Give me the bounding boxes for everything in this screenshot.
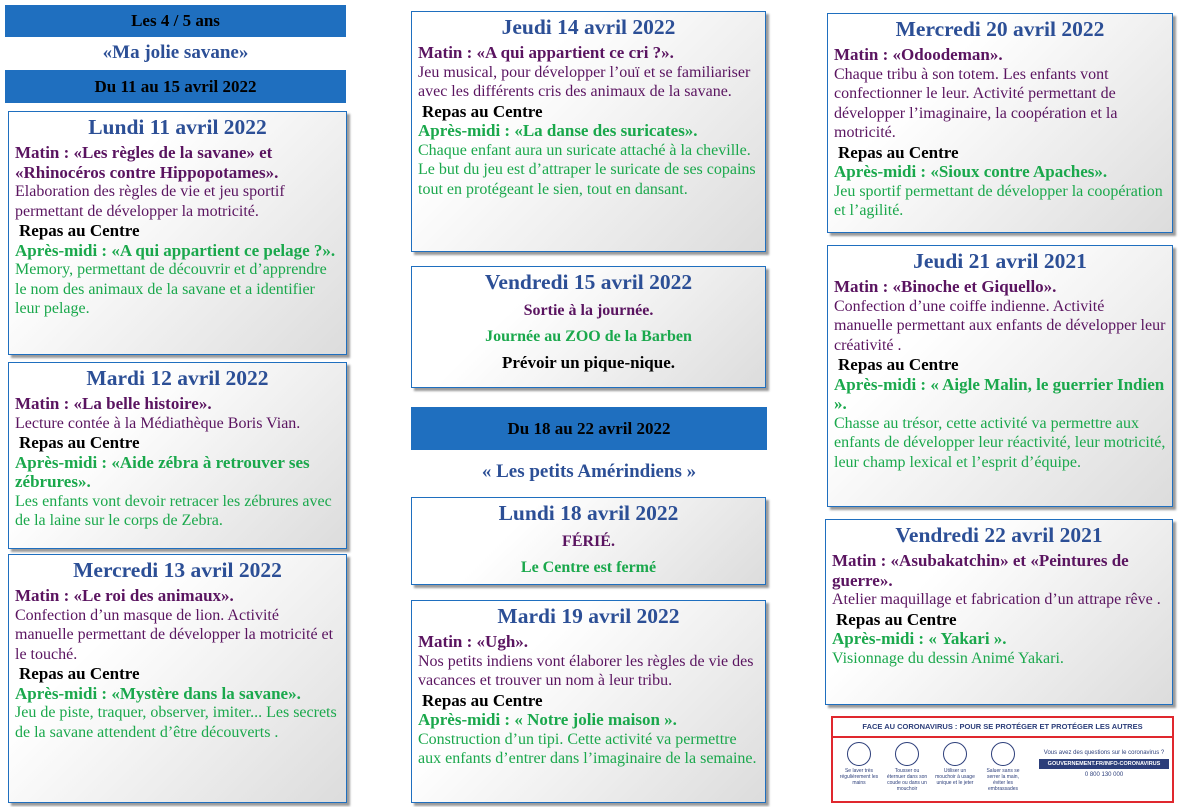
afternoon-description: Visionnage du dessin Animé Yakari. (832, 649, 1064, 667)
afternoon-description: Chaque enfant aura un suricate attaché à… (418, 141, 756, 198)
day-title: Vendredi 22 avril 2021 (895, 523, 1103, 547)
age-group-header: Les 4 / 5 ans (5, 5, 346, 37)
corona-site: GOUVERNEMENT.FR/INFO-CORONAVIRUS (1039, 759, 1169, 769)
day-title: Mardi 12 avril 2022 (86, 366, 269, 390)
cough-elbow-icon (895, 742, 919, 766)
day-note: Sortie à la journée. (523, 302, 654, 319)
lunch-note: Repas au Centre (19, 433, 140, 452)
lunch-note: Repas au Centre (838, 142, 959, 162)
corona-tip: Tousser ou éternuer dans son coude ou da… (885, 742, 929, 792)
week1-header: Du 11 au 15 avril 2022 (5, 70, 346, 103)
day-title: Vendredi 15 avril 2022 (484, 270, 693, 294)
corona-tip-text: Se laver très régulièrement les mains (839, 768, 879, 786)
morning-activity: Matin : «Le roi des animaux». (15, 586, 234, 605)
morning-description: Nos petits indiens vont élaborer les règ… (418, 652, 754, 690)
week2-header: Du 18 au 22 avril 2022 (411, 407, 767, 450)
corona-info: Vous avez des questions sur le coronavir… (1039, 742, 1169, 792)
afternoon-activity: Après-midi : «Sioux contre Apaches». (834, 162, 1108, 181)
day-card: Jeudi 14 avril 2022 Matin : «A qui appart… (411, 11, 766, 252)
morning-description: Elaboration des règles de vie et jeu spo… (15, 183, 285, 220)
day-card: Mardi 19 avril 2022 Matin : «Ugh». Nos pet… (411, 600, 766, 803)
corona-tip-text: Tousser ou éternuer dans son coude ou da… (886, 768, 928, 792)
corona-tip-text: Utiliser un mouchoir à usage unique et l… (935, 768, 975, 786)
day-card: Mercredi 20 avril 2022 Matin : «Odoodeman… (827, 13, 1173, 233)
morning-activity: Matin : «Asubakatchin» et «Peintures de … (832, 551, 1129, 590)
afternoon-description: Chasse au trésor, cette activité va perm… (834, 414, 1166, 471)
corona-tip: Se laver très régulièrement les mains (837, 742, 881, 792)
morning-description: Jeu musical, pour développer l’ouï et se… (418, 63, 751, 101)
morning-activity: Matin : «Ugh». (418, 632, 529, 651)
afternoon-activity: Après-midi : « Yakari ». (832, 629, 1007, 648)
corona-tip: Utiliser un mouchoir à usage unique et l… (933, 742, 977, 792)
day-title: Mercredi 13 avril 2022 (73, 558, 282, 582)
corona-tip-text: Saluer sans se serrer la main, éviter le… (986, 768, 1020, 792)
day-title: Jeudi 21 avril 2021 (913, 249, 1087, 273)
afternoon-activity: Après-midi : « Notre jolie maison ». (418, 710, 677, 729)
lunch-note: Repas au Centre (19, 664, 140, 683)
theme-title-week1: «Ma jolie savane» (102, 42, 249, 63)
lunch-note: Repas au Centre (838, 355, 959, 374)
lunch-note: Repas au Centre (422, 690, 543, 710)
day-title: Lundi 11 avril 2022 (88, 115, 267, 139)
corona-tip: Saluer sans se serrer la main, éviter le… (981, 742, 1025, 792)
morning-description: Lecture contée à la Médiathèque Boris Vi… (15, 414, 301, 432)
morning-description: Chaque tribu à son totem. Les enfants vo… (834, 65, 1118, 142)
day-card: Mardi 12 avril 2022 Matin : «La belle his… (8, 362, 347, 549)
corona-phone: 0 800 130 000 (1084, 772, 1124, 778)
day-note: Journée au ZOO de la Barben (485, 328, 692, 345)
day-title: Lundi 18 avril 2022 (498, 501, 679, 525)
afternoon-activity: Après-midi : «La danse des suricates». (418, 121, 698, 140)
coronavirus-banner: FACE AU CORONAVIRUS : POUR SE PROTÉGER E… (831, 716, 1174, 803)
day-note: Prévoir un pique-nique. (501, 353, 676, 372)
afternoon-activity: Après-midi : «A qui appartient ce pelage… (15, 240, 336, 260)
tissue-icon (943, 742, 967, 766)
day-title: Mardi 19 avril 2022 (497, 604, 680, 628)
lunch-note: Repas au Centre (836, 609, 957, 629)
afternoon-description: Construction d’un tipi. Cette activité v… (418, 730, 757, 768)
morning-activity: Matin : «Odoodeman». (834, 45, 1003, 64)
lunch-note: Repas au Centre (19, 221, 140, 240)
morning-description: Confection d’un masque de lion. Activité… (15, 606, 334, 663)
day-card: Jeudi 21 avril 2021 Matin : «Binoche et G… (827, 245, 1173, 507)
day-note: FÉRIÉ. (562, 533, 615, 550)
afternoon-activity: Après-midi : « Aigle Malin, le guerrier … (834, 374, 1165, 414)
day-card: Mercredi 13 avril 2022 Matin : «Le roi de… (8, 554, 347, 803)
day-card: Lundi 18 avril 2022 FÉRIÉ. Le Centre est f… (411, 497, 766, 585)
morning-activity: Matin : «A qui appartient ce cri ?». (418, 43, 674, 62)
day-card: Lundi 11 avril 2022 Matin : «Les règles d… (8, 111, 347, 355)
lunch-note: Repas au Centre (422, 101, 543, 121)
afternoon-activity: Après-midi : «Mystère dans la savane». (15, 683, 301, 703)
morning-description: Atelier maquillage et fabrication d’un a… (832, 591, 1161, 608)
afternoon-description: Memory, permettant de découvrir et d’app… (15, 261, 327, 317)
no-handshake-icon (991, 742, 1015, 766)
afternoon-activity: Après-midi : «Aide zébra à retrouver ses… (15, 452, 310, 492)
day-title: Jeudi 14 avril 2022 (501, 15, 676, 39)
afternoon-description: Jeu sportif permettant de développer la … (834, 182, 1163, 220)
morning-activity: Matin : «La belle histoire». (15, 394, 212, 413)
corona-question: Vous avez des questions sur le coronavir… (1043, 750, 1165, 756)
afternoon-description: Les enfants vont devoir retracer les zéb… (15, 492, 332, 530)
theme-title-week2: « Les petits Amérindiens » (481, 461, 697, 482)
morning-activity: Matin : «Binoche et Giquello». (834, 277, 1057, 296)
day-title: Mercredi 20 avril 2022 (895, 17, 1105, 41)
morning-activity: Matin : «Les règles de la savane» et «Rh… (15, 143, 279, 182)
morning-description: Confection d’une coiffe indienne. Activi… (834, 297, 1166, 354)
day-note: Le Centre est fermé (520, 559, 657, 576)
hand-wash-icon (847, 742, 871, 766)
afternoon-description: Jeu de piste, traquer, observer, imiter.… (15, 704, 337, 741)
day-card: Vendredi 15 avril 2022 Sortie à la journé… (411, 266, 766, 388)
day-card: Vendredi 22 avril 2021 Matin : «Asubakatc… (825, 519, 1173, 705)
corona-title: FACE AU CORONAVIRUS : POUR SE PROTÉGER E… (833, 718, 1172, 738)
